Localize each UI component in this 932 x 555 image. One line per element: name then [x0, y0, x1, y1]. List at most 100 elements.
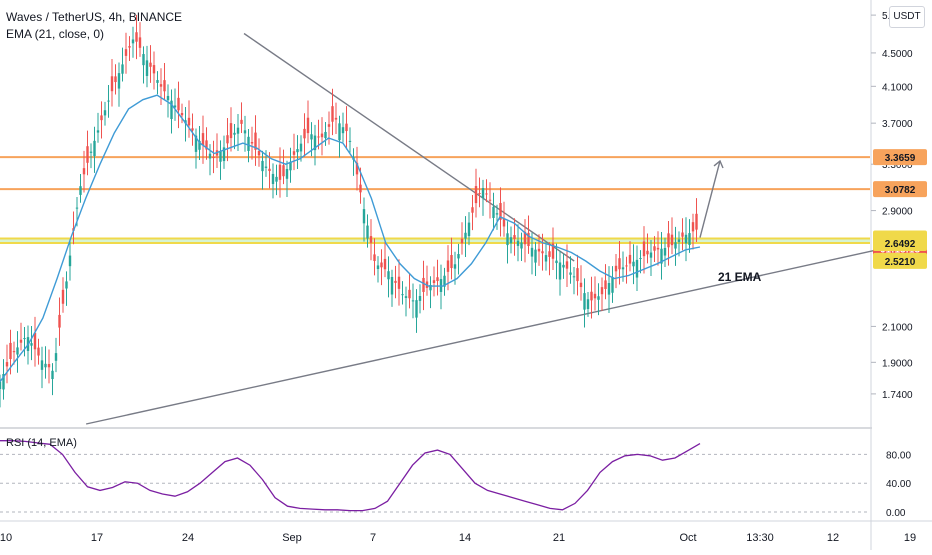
price-badge: [873, 235, 927, 252]
candle-body: [89, 151, 93, 153]
candle-body: [509, 237, 513, 244]
candle-body: [688, 233, 691, 245]
candle-body: [530, 247, 534, 257]
candle-body: [558, 262, 562, 280]
candle-body: [436, 277, 439, 282]
x-tick-label: 17: [91, 532, 103, 544]
candle-body: [187, 117, 191, 126]
candle-body: [551, 243, 555, 259]
candle-body: [16, 347, 19, 355]
candle-body: [394, 280, 397, 283]
candle-body: [289, 161, 292, 171]
candle-body: [324, 131, 327, 139]
candle-body: [236, 127, 240, 134]
candle-body: [194, 135, 198, 152]
candle-body: [341, 127, 345, 134]
price-badge-label: 2.6492: [885, 239, 916, 250]
candle-body: [226, 135, 229, 144]
candle-body: [576, 268, 579, 282]
candle-body: [373, 254, 376, 261]
candle-body: [58, 314, 61, 328]
candle-body: [156, 80, 159, 83]
symbol-title[interactable]: Waves / TetherUS, 4h, BINANCE: [6, 10, 183, 24]
x-tick-label: 21: [553, 532, 565, 544]
ema-indicator-label[interactable]: EMA (21, close, 0): [6, 27, 105, 41]
y-tick-label: 4.1000: [882, 82, 913, 93]
candle-body: [653, 246, 656, 251]
price-badge-label: 3.0782: [885, 185, 916, 196]
x-tick-label: 10: [0, 532, 12, 544]
candle-body: [569, 272, 572, 275]
candle-body: [544, 255, 548, 262]
candle-body: [684, 234, 688, 244]
candle-body: [380, 262, 383, 268]
candle-body: [219, 151, 222, 162]
x-tick-label: 12: [827, 532, 839, 544]
candle-body: [520, 242, 523, 249]
candle-body: [583, 293, 586, 310]
candle-body: [446, 260, 450, 272]
candle-body: [401, 294, 404, 296]
candle-body: [310, 134, 313, 140]
candle-body: [271, 173, 275, 184]
candle-body: [173, 105, 177, 108]
candle-body: [488, 199, 492, 201]
currency-button[interactable]: USDT: [889, 6, 925, 28]
y-tick-label: 4.5000: [882, 49, 913, 60]
x-tick-label: 24: [182, 532, 194, 544]
candle-body: [100, 115, 103, 121]
y-tick-label: 1.7400: [882, 390, 913, 401]
candle-body: [562, 264, 565, 268]
candle-body: [534, 249, 537, 263]
candle-body: [37, 347, 40, 356]
candle-body: [205, 140, 208, 150]
candle-body: [429, 284, 432, 291]
candle-body: [177, 97, 180, 111]
candle-body: [481, 188, 485, 199]
candle-body: [656, 247, 660, 250]
candle-body: [278, 164, 282, 180]
candle-body: [9, 342, 12, 360]
candle-body: [54, 353, 58, 361]
candle-body: [296, 149, 299, 153]
candle-body: [327, 124, 331, 127]
candle-body: [537, 248, 541, 252]
candle-body: [152, 65, 156, 74]
candle-body: [408, 289, 411, 299]
candle-body: [681, 232, 684, 237]
candle-body: [366, 225, 369, 239]
y-tick-label: 3.3000: [882, 160, 913, 171]
candle-body: [649, 252, 653, 258]
candle-body: [499, 203, 502, 220]
rsi-line: [0, 440, 701, 512]
candle-body: [404, 296, 408, 298]
candle-body: [306, 117, 310, 134]
candle-body: [359, 184, 362, 193]
candle-body: [376, 265, 380, 269]
candle-body: [614, 265, 618, 272]
candle-body: [338, 123, 341, 141]
candle-body: [334, 117, 338, 120]
candle-body: [590, 291, 593, 301]
candle-body: [635, 259, 639, 278]
candle-body: [474, 186, 478, 204]
candle-body: [33, 332, 37, 350]
candle-body: [212, 157, 215, 159]
candle-body: [317, 136, 320, 138]
candle-body: [250, 141, 254, 144]
candle-body: [628, 254, 632, 264]
y-tick-label: 2.9000: [882, 207, 913, 218]
candle-body: [625, 265, 628, 267]
candle-body: [82, 168, 86, 175]
candle-body: [128, 46, 131, 48]
x-tick-label: Oct: [679, 532, 696, 544]
candle-body: [292, 151, 296, 155]
price-badge: [873, 149, 927, 166]
candle-body: [607, 282, 611, 295]
candle-body: [65, 281, 68, 289]
candle-body: [222, 147, 226, 162]
candle-body: [103, 110, 107, 116]
price-badge-label: 3.3659: [885, 153, 916, 164]
candle-body: [355, 162, 359, 175]
